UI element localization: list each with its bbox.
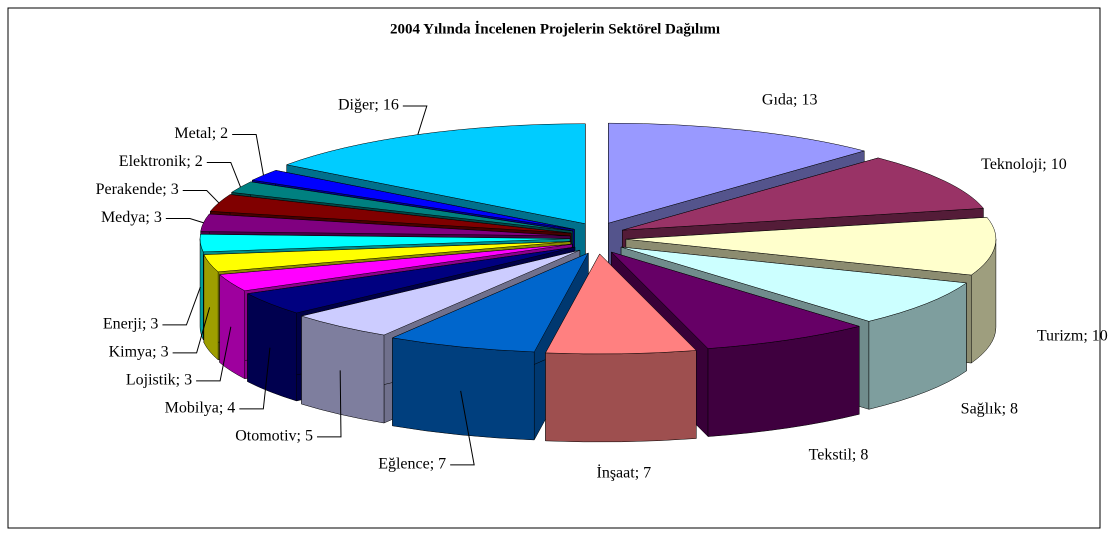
data-label: İnşaat; 7 [596, 463, 651, 481]
slice [203, 241, 571, 273]
leader-line [172, 307, 211, 354]
data-label: Eğlence; 7 [378, 456, 446, 473]
leader-line [206, 162, 241, 188]
data-label: Lojistik; 3 [126, 372, 192, 389]
slice [200, 213, 571, 237]
leader-line [232, 134, 264, 176]
leader-line [402, 105, 428, 135]
slice [611, 251, 861, 349]
slice-wall [199, 238, 204, 340]
slice-wall [203, 254, 219, 361]
slice [625, 217, 997, 276]
data-label: Mobilya; 4 [165, 400, 236, 417]
leader-line [239, 347, 271, 410]
slice [300, 249, 580, 336]
slice-wall [392, 337, 535, 441]
slice [209, 194, 572, 234]
chart-title: 2004 Yılında İncelenen Projelerin Sektör… [390, 20, 720, 37]
leader-line [162, 286, 201, 326]
slice [246, 246, 575, 314]
leader-line [165, 218, 204, 224]
data-label: Metal; 2 [174, 125, 228, 142]
data-label: Turizm; 10 [1037, 328, 1108, 345]
slice [608, 122, 866, 224]
data-label: Kimya; 3 [109, 344, 169, 361]
slice [545, 253, 697, 355]
slice [251, 170, 575, 230]
data-label: Sağlık; 8 [961, 400, 1018, 417]
leader-line [196, 326, 232, 382]
data-label: Perakende; 3 [96, 181, 179, 198]
data-label: Diğer; 16 [338, 97, 399, 114]
data-label: Medya; 3 [101, 209, 162, 226]
data-label: Teknoloji; 10 [981, 156, 1067, 173]
data-label: Elektronik; 2 [119, 153, 203, 170]
slice [622, 157, 984, 231]
data-label: Gıda; 13 [762, 91, 818, 108]
leader-line [182, 190, 220, 204]
leader-line [450, 390, 475, 466]
slice [199, 234, 571, 253]
slice [218, 243, 573, 292]
data-label: Tekstil; 8 [809, 447, 869, 464]
slice [621, 246, 968, 322]
data-label: Enerji; 3 [103, 316, 159, 333]
data-label: Otomotiv; 5 [235, 428, 313, 445]
leader-line [316, 370, 342, 438]
slice [391, 252, 589, 353]
slice-wall [545, 350, 697, 443]
